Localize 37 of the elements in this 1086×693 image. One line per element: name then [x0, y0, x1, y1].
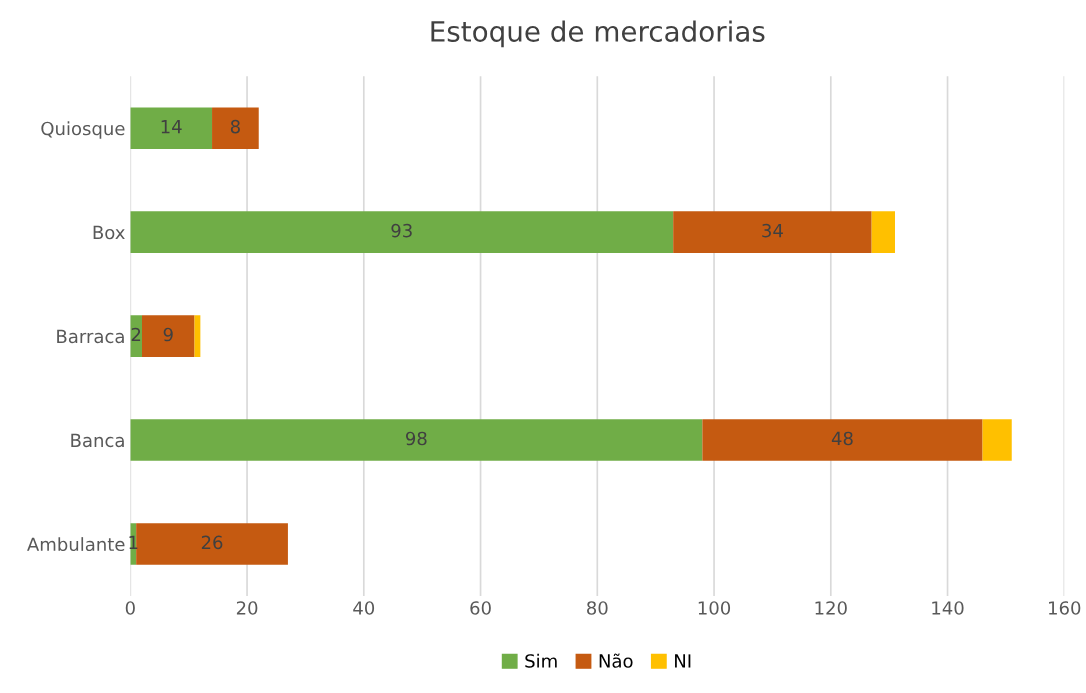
x-tick-label: 120 [815, 601, 847, 615]
data-label: 9 [163, 327, 173, 342]
bar [871, 211, 895, 253]
bar [130, 419, 703, 461]
data-label: 93 [391, 223, 412, 238]
legend-label: NI [675, 654, 691, 668]
bar [141, 315, 195, 357]
x-tick-label: 20 [236, 601, 258, 615]
bar [702, 419, 983, 461]
bar [130, 211, 674, 253]
x-tick-label: 80 [587, 601, 608, 615]
chart-title: Estoque de mercadorias [431, 20, 765, 48]
data-label: 14 [161, 120, 182, 134]
data-label: 34 [762, 223, 783, 238]
data-label: 2 [131, 327, 141, 342]
bar [982, 419, 1012, 461]
y-tick-label: Box [93, 225, 125, 240]
data-label: 48 [831, 431, 853, 446]
data-label: 8 [230, 119, 240, 134]
bar [212, 107, 259, 149]
x-tick-label: 60 [470, 601, 491, 615]
y-tick-label: Quiosque [41, 121, 125, 139]
data-label: 26 [201, 535, 223, 550]
data-label: 98 [405, 431, 427, 446]
legend-label: Sim [525, 653, 557, 668]
x-tick-label: 0 [125, 601, 135, 615]
bar [136, 523, 288, 565]
x-tick-label: 40 [353, 601, 375, 615]
bar [673, 211, 872, 253]
y-tick-label: Barraca [57, 329, 124, 344]
x-tick-label: 140 [932, 601, 964, 615]
x-tick-label: 100 [698, 601, 731, 615]
bar [130, 107, 213, 149]
y-tick-label: Ambulante [27, 537, 125, 552]
legend-label: Não [599, 653, 633, 668]
y-tick-label: Banca [71, 433, 124, 448]
x-tick-label: 160 [1049, 601, 1081, 615]
